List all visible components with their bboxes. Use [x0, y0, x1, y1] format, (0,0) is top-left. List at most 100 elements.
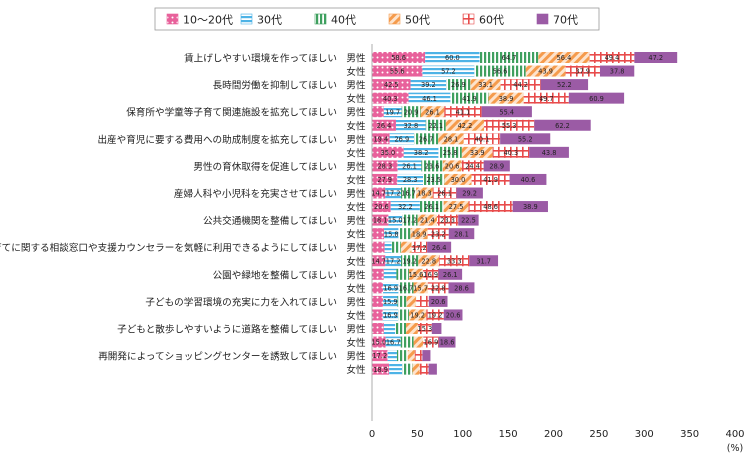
value-label: 43.8	[542, 149, 557, 157]
value-label: 41.9	[483, 176, 498, 184]
value-label: 26.1	[437, 190, 452, 198]
bar-segment	[481, 106, 532, 118]
bar-segment	[525, 65, 566, 77]
category-label: 賃上げしやすい環境を作ってほしい	[184, 53, 337, 65]
bar-segment	[417, 323, 432, 334]
value-label: 15.3	[418, 325, 433, 333]
value-label: 55.2	[518, 135, 533, 143]
bar-segment	[388, 214, 403, 226]
bar-segment	[568, 92, 625, 104]
bar-segment	[396, 350, 408, 362]
bar-segment	[402, 214, 418, 226]
legend-swatch	[462, 13, 475, 25]
bar-segment	[509, 173, 547, 185]
value-label: 23.3	[440, 217, 455, 225]
bar-segment	[599, 65, 635, 77]
x-tick-label: 250	[589, 429, 608, 440]
bar-segment	[410, 79, 447, 91]
bar-segment	[470, 79, 501, 91]
bar-segment	[446, 79, 471, 91]
value-label: 55.6	[390, 68, 405, 76]
value-label: 26.4	[377, 122, 392, 130]
value-label: 32.8	[403, 122, 418, 130]
gender-label: 女性	[346, 93, 366, 105]
bar-segment	[512, 201, 548, 213]
value-label: 33.3	[447, 257, 462, 265]
bar-segment	[468, 201, 513, 213]
bar-segment	[372, 350, 388, 362]
bar-segment	[538, 52, 590, 63]
value-label: 28.6	[454, 284, 469, 292]
bar-segment	[471, 173, 510, 185]
value-label: 18.9	[373, 366, 388, 374]
bar-segment	[372, 214, 389, 226]
value-label: 17.2	[386, 257, 401, 265]
gender-label: 男性	[346, 161, 366, 173]
bar-segment	[372, 173, 398, 185]
value-label: 26.1	[402, 163, 417, 171]
value-label: 55.3	[502, 122, 517, 130]
bar-segment	[534, 119, 591, 131]
bar-segment	[423, 173, 445, 185]
bar-segment	[384, 228, 399, 240]
bar-segment	[469, 255, 499, 267]
value-label: 15.0	[371, 339, 386, 347]
value-label: 37.9	[575, 68, 590, 76]
bar-segment	[488, 92, 524, 104]
value-label: 19.2	[410, 312, 425, 320]
bar-segment	[398, 228, 411, 240]
category-label: 子どもと散歩しやすいように道路を整備してほしい	[117, 324, 337, 336]
bar-segment	[410, 228, 428, 240]
bar-segment	[413, 282, 428, 294]
bar-segment	[445, 119, 485, 131]
bar-segment	[372, 187, 386, 199]
value-label: 43.9	[538, 68, 553, 76]
value-label: 60.9	[589, 95, 604, 103]
bar-segment	[385, 187, 401, 199]
bar-segment	[416, 295, 429, 307]
bar-segment	[402, 363, 413, 375]
value-label: 29.2	[462, 190, 477, 198]
bar-segment	[406, 295, 417, 307]
bar-segment	[463, 133, 501, 145]
bar-segment	[397, 173, 424, 185]
gender-label: 女性	[346, 310, 366, 322]
category-label: 子育てに関する相談窓口や支援カウンセラーを気軽に利用できるようにしてほしい	[0, 242, 337, 254]
bar-segment	[389, 133, 415, 145]
gender-label: 女性	[346, 256, 366, 268]
bar-segment	[438, 146, 462, 158]
bar-segment	[396, 268, 409, 280]
bar-segment	[372, 241, 385, 253]
category-label: 男性の育休取得を促進してほしい	[193, 161, 337, 173]
bar-segment	[422, 65, 475, 77]
value-label: 17.2	[372, 352, 387, 360]
gender-label: 女性	[346, 229, 366, 241]
bar-segment	[427, 241, 452, 253]
value-label: 18.6	[440, 339, 455, 347]
bar-segment	[529, 146, 569, 158]
gender-label: 男性	[346, 134, 366, 146]
bar-segment	[398, 309, 409, 321]
value-label: 27.5	[449, 203, 464, 211]
value-label: 28.3	[377, 163, 392, 171]
bar-segment	[444, 173, 472, 185]
bar-segment	[372, 255, 386, 267]
value-label: 20.9	[404, 108, 419, 116]
x-tick-label: 400	[725, 429, 744, 440]
value-label: 64.7	[502, 54, 517, 62]
bar-segment	[408, 268, 424, 280]
value-label: 20.6	[445, 163, 460, 171]
bar-segment	[414, 350, 423, 362]
bar-segment	[427, 228, 449, 240]
bar-segment	[372, 65, 423, 77]
value-label: 18.1	[373, 217, 388, 225]
value-label: 28.1	[454, 230, 469, 238]
x-axis: 0 50 100 150 200 250 300 350 400 (%)	[369, 44, 745, 454]
category-label: 公共交通機関を整備してほしい	[203, 215, 337, 227]
value-label: 52.2	[557, 81, 572, 89]
value-label: 47.2	[648, 54, 663, 62]
value-label: 37.8	[610, 68, 625, 76]
value-label: 33.9	[470, 149, 485, 157]
legend-swatch	[314, 13, 327, 25]
bar-segment	[438, 336, 456, 348]
